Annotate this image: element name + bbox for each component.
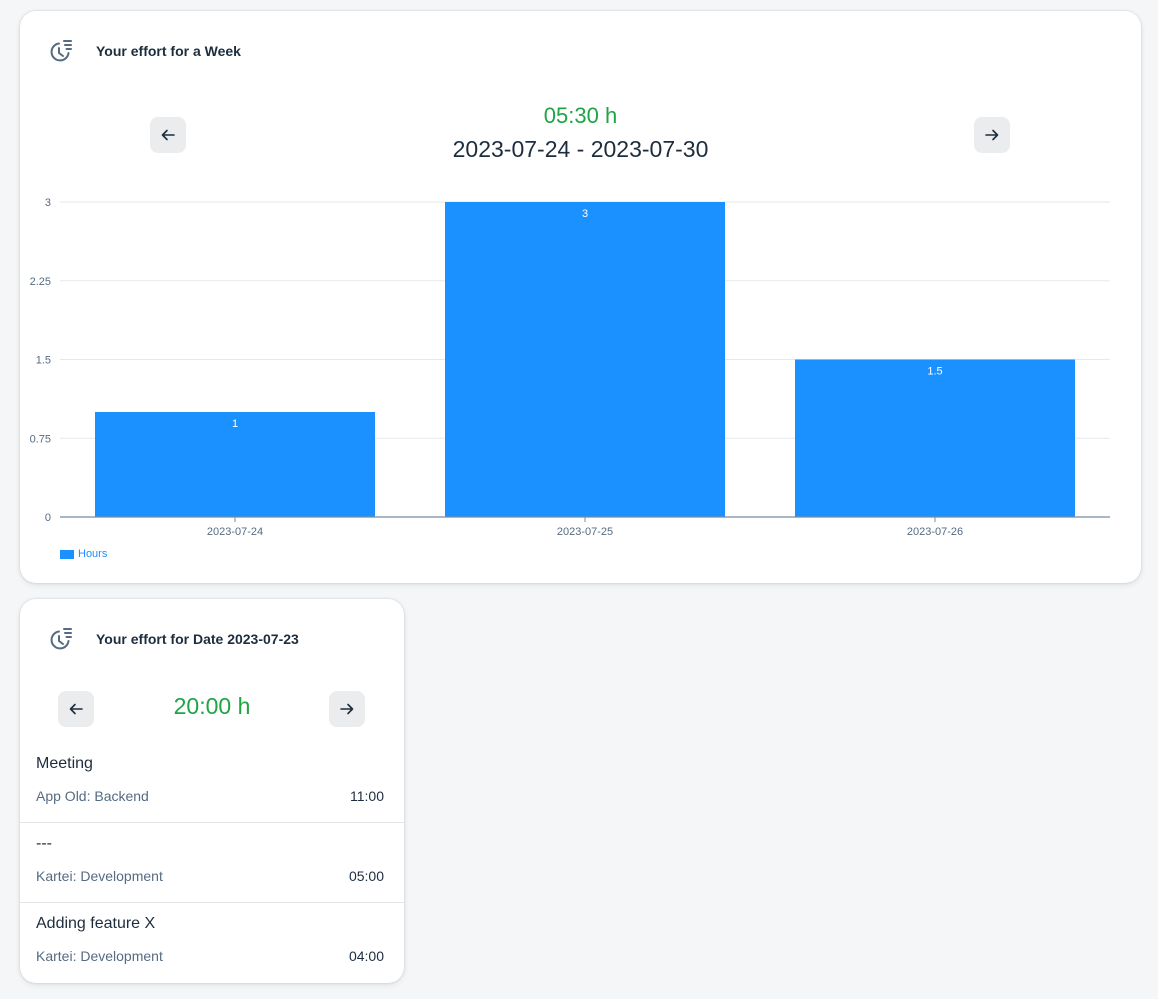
entry-time: 04:00 [348,948,384,964]
arrow-right-icon [985,129,999,141]
arrow-right-icon [340,703,354,715]
week-effort-card: 0 0.75 1.5 2.25 3 1 2023-07-24 3 2023-07-25 1.5 20… [20,11,1141,583]
week-date-range: 2023-07-24 - 2023-07-30 [452,136,709,162]
day-effort-card: Your effort for Date 2023-07-23 20:00 h … [20,599,404,983]
bar-data-label: 1.5 [927,366,942,378]
entry-project: Kartei: Development [36,868,163,884]
bar-data-label: 3 [582,208,588,220]
y-tick-label: 0.75 [30,433,51,445]
entry-title: --- [36,835,52,852]
y-tick-label: 1.5 [36,355,51,367]
legend-label: Hours [78,548,108,560]
day-total-hours: 20:00 h [173,693,251,719]
list-item[interactable]: Meeting App Old: Backend 11:00 [20,743,404,823]
prev-day-button[interactable] [58,691,94,727]
list-item[interactable]: --- Kartei: Development 05:00 [20,823,404,903]
day-card-header: Your effort for Date 2023-07-23 [48,626,299,652]
clock-list-icon [50,40,72,62]
prev-week-button[interactable] [150,117,186,153]
week-total-hours: 05:30 h [543,103,618,128]
legend-swatch [60,549,74,559]
bar [95,412,375,517]
x-tick-label: 2023-07-24 [207,526,263,538]
week-card-title: Your effort for a Week [96,43,241,59]
entry-title: Meeting [36,755,93,772]
arrow-left-icon [69,703,83,715]
entry-time: 05:00 [348,868,384,884]
bar [445,202,725,517]
clock-list-icon [50,628,72,650]
entry-project: Kartei: Development [36,948,163,964]
bar [795,359,1075,517]
week-card-header: Your effort for a Week [48,38,241,64]
day-card-title: Your effort for Date 2023-07-23 [96,631,299,647]
next-week-button[interactable] [974,117,1010,153]
entry-title: Adding feature X [36,915,156,932]
entry-project: App Old: Backend [36,788,149,804]
list-item[interactable]: Adding feature X Kartei: Development 04:… [20,903,404,983]
y-tick-label: 0 [45,512,51,524]
chart-legend[interactable]: Hours [60,548,107,560]
bar-data-label: 1 [232,418,238,430]
x-tick-label: 2023-07-25 [557,526,613,538]
y-tick-label: 3 [45,197,51,209]
arrow-left-icon [161,129,175,141]
entry-time: 11:00 [350,788,384,804]
y-tick-label: 2.25 [30,276,51,288]
x-tick-label: 2023-07-26 [907,526,963,538]
week-bar-chart: 0 0.75 1.5 2.25 3 1 2023-07-24 3 2023-07-25 1.5 20… [30,197,1110,538]
next-day-button[interactable] [329,691,365,727]
